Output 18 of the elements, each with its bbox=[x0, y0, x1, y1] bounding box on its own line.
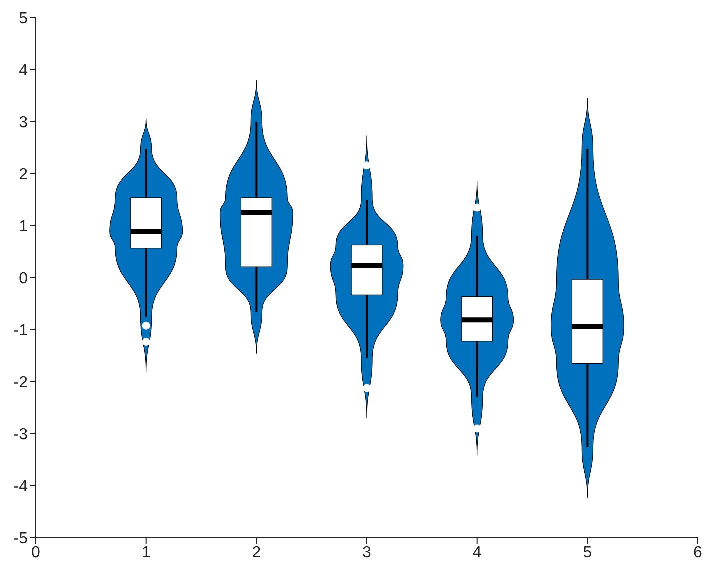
y-tick-label: 3 bbox=[19, 114, 28, 132]
y-tick-label: -1 bbox=[14, 322, 28, 340]
y-tick-label: 5 bbox=[19, 10, 28, 28]
x-tick-label: 1 bbox=[142, 544, 151, 562]
x-tick-label: 0 bbox=[32, 544, 41, 562]
x-tick-label: 4 bbox=[472, 544, 482, 562]
y-tick-label: 4 bbox=[19, 62, 28, 80]
x-tick-label: 3 bbox=[362, 544, 372, 562]
x-tick-label: 6 bbox=[694, 544, 703, 562]
y-tick-label: -5 bbox=[14, 530, 28, 548]
y-tick-label: -3 bbox=[14, 426, 28, 444]
y-tick-label: -4 bbox=[14, 478, 28, 496]
y-tick-label: 2 bbox=[19, 166, 28, 184]
y-tick-label: 0 bbox=[19, 270, 28, 288]
x-tick-label: 5 bbox=[583, 544, 592, 562]
y-tick-label: -2 bbox=[14, 374, 28, 392]
y-tick-label: 1 bbox=[19, 218, 28, 236]
x-tick-label: 2 bbox=[252, 544, 262, 562]
